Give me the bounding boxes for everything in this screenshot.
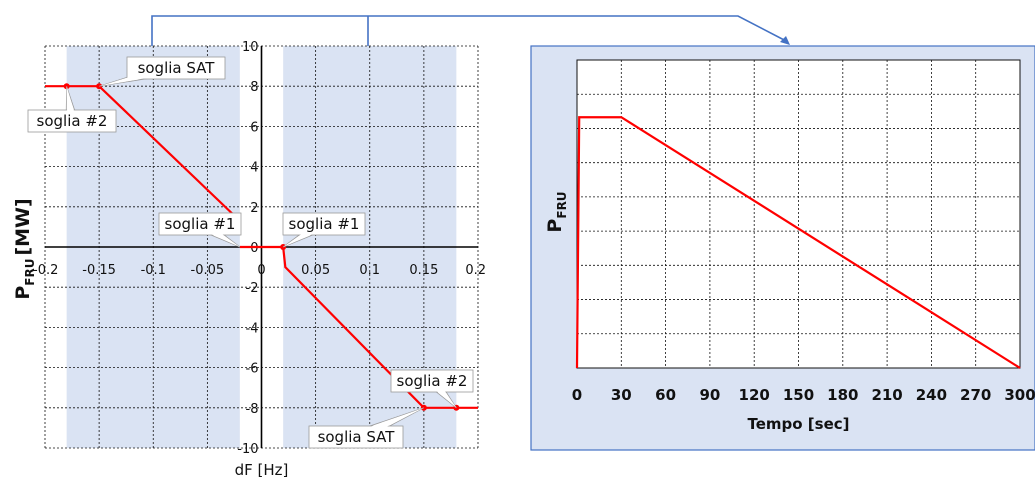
y-axis-label-text: PFRU <box>544 191 569 232</box>
connector-lines <box>151 15 790 46</box>
x-axis-label: dF [Hz] <box>235 461 289 479</box>
y-tick-label: 8 <box>250 80 258 95</box>
annotation-callout: soglia #1 <box>282 212 366 248</box>
series-segment <box>239 245 478 409</box>
x-tick-label: -0.05 <box>191 263 225 278</box>
x-tick-label: 0.1 <box>359 263 380 278</box>
x-tick-label: 90 <box>699 386 720 404</box>
y-axis-label: PFRU[MW] <box>12 198 37 299</box>
x-tick-label: 270 <box>960 386 991 404</box>
annotation-callout: soglia #2 <box>27 86 117 133</box>
x-tick-label: 120 <box>739 386 770 404</box>
x-tick-label: 180 <box>827 386 858 404</box>
x-tick-label: 0.05 <box>301 263 330 278</box>
callout-label: soglia #1 <box>165 215 236 233</box>
y-tick-label: 6 <box>250 120 258 135</box>
time-response-chart: 0 30 60 90 120 150 180 210 240 270 300 Tempo [sec]… <box>530 45 1035 451</box>
y-axis-label-text: PFRU[MW] <box>12 198 37 299</box>
x-axis-label: Tempo [sec] <box>747 415 849 433</box>
y-axis-label: PFRU <box>544 191 569 232</box>
x-tick-label: -0.1 <box>141 263 166 278</box>
x-tick-label: 0 <box>257 263 265 278</box>
x-tick-label: 240 <box>916 386 947 404</box>
y-tick-label: -8 <box>246 402 259 417</box>
x-tick-label: 0 <box>572 386 582 404</box>
annotations: soglia SAT soglia #2 soglia #1 soglia #1 sog… <box>27 56 474 449</box>
x-tick-label: -0.15 <box>82 263 116 278</box>
callout-label: soglia SAT <box>138 59 216 77</box>
x-tick-label: 300 <box>1004 386 1035 404</box>
x-tick-labels: -0.2 -0.15 -0.1 -0.05 0 0.05 0.1 0.15 0.2 <box>33 263 486 278</box>
x-tick-labels: 0 30 60 90 120 150 180 210 240 270 300 <box>572 386 1035 404</box>
x-tick-label: 30 <box>611 386 632 404</box>
x-tick-label: 0.15 <box>409 263 438 278</box>
x-tick-label: 150 <box>783 386 814 404</box>
callout-label: soglia #2 <box>37 112 108 130</box>
y-tick-label: -10 <box>237 442 258 457</box>
frequency-response-chart: -0.2 -0.15 -0.1 -0.05 0 0.05 0.1 0.15 0.2 10 8 6 4 2… <box>12 40 486 479</box>
y-tick-label: 10 <box>242 40 259 55</box>
annotation-callout: soglia #1 <box>158 212 242 248</box>
y-tick-label: -4 <box>246 321 259 336</box>
x-tick-label: -0.2 <box>33 263 58 278</box>
y-tick-label: -2 <box>246 281 259 296</box>
y-tick-label: 2 <box>250 201 258 216</box>
callout-label: soglia #1 <box>289 215 360 233</box>
annotation-callout: soglia SAT <box>308 407 425 449</box>
x-tick-label: 0.2 <box>465 263 486 278</box>
y-tick-label: 0 <box>250 241 258 256</box>
annotation-callout: soglia SAT <box>99 56 226 87</box>
x-tick-label: 210 <box>871 386 902 404</box>
connector-path <box>151 15 789 46</box>
annotation-callout: soglia #2 <box>390 369 474 409</box>
y-tick-labels: 10 8 6 4 2 0 -2 -4 -6 -8 -10 <box>237 40 258 457</box>
callout-label: soglia #2 <box>397 372 468 390</box>
callout-label: soglia SAT <box>318 428 396 446</box>
x-tick-label: 60 <box>655 386 676 404</box>
connector-arrowhead <box>780 36 790 45</box>
grid <box>576 60 1021 368</box>
y-tick-label: -6 <box>246 362 259 377</box>
series-line <box>575 116 1021 369</box>
y-tick-label: 4 <box>250 161 258 176</box>
series-line-path <box>575 116 1021 369</box>
